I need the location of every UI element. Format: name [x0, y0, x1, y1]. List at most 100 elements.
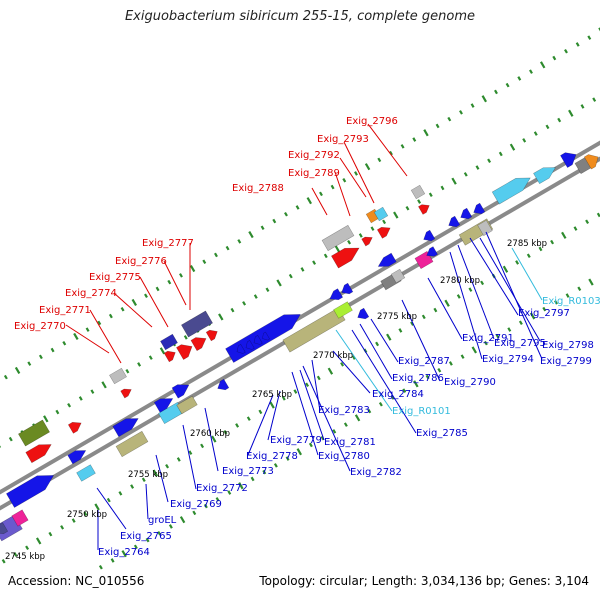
gene-features — [0, 152, 599, 542]
scale-tick — [215, 497, 220, 502]
label-leaders — [65, 123, 543, 550]
scale-tick — [330, 184, 335, 190]
scale-tick — [179, 516, 186, 524]
leader-line — [343, 141, 375, 204]
scale-tick — [347, 239, 352, 245]
scale-tick — [214, 252, 218, 258]
scale-tick — [588, 278, 594, 286]
scale-tick — [421, 314, 426, 320]
scale-tick — [281, 396, 286, 401]
gene-arrow — [176, 344, 193, 360]
scale-tick — [295, 205, 300, 210]
scale-tick — [192, 510, 197, 516]
leader-line — [311, 359, 321, 412]
scale-tick — [502, 265, 509, 273]
scale-tick — [545, 124, 550, 130]
scale-tick — [367, 408, 372, 414]
leader-line — [479, 237, 541, 342]
scale-tick — [253, 294, 258, 299]
leader-line — [182, 424, 197, 490]
gene-label-cyan: Exig_R0101 — [392, 406, 451, 417]
scale-tick — [533, 131, 538, 136]
scale-tick — [14, 366, 21, 375]
scale-tick — [323, 253, 328, 259]
gene-block — [410, 184, 426, 200]
scale-tick — [505, 82, 510, 88]
gene-label-blue: Exig_2787 — [398, 356, 450, 367]
gene-block — [115, 430, 149, 458]
accession-label: Accession: NC_010556 — [8, 574, 145, 588]
gene-label-red: Exig_2775 — [89, 272, 141, 283]
gene-block — [181, 310, 213, 338]
gene-label-blue: Exig_2783 — [318, 405, 370, 416]
scale-tick — [227, 490, 232, 495]
scale-tick — [133, 544, 138, 550]
gene-arrow — [491, 177, 531, 205]
gene-arrow — [0, 522, 9, 534]
scale-tick — [218, 313, 224, 321]
gene-block — [76, 464, 96, 482]
gene-arrow — [426, 246, 438, 257]
scale-tick — [60, 525, 65, 530]
scale-tick — [447, 116, 452, 122]
gene-block — [477, 219, 493, 237]
gene-arrow — [357, 307, 370, 320]
scale-tick — [515, 260, 520, 265]
scale-tick — [370, 226, 375, 231]
scale-tick — [168, 524, 173, 529]
scale-tick — [587, 35, 592, 40]
scale-label: 2775 kbp — [377, 312, 417, 322]
scale-tick — [316, 375, 321, 381]
scale-tick — [121, 550, 127, 558]
scale-tick — [354, 414, 361, 422]
scale-tick — [27, 361, 32, 366]
scale-tick — [405, 205, 410, 211]
scale-tick — [141, 477, 146, 483]
scale-tick — [358, 233, 363, 238]
gene-label-blue: Exig_2765 — [120, 531, 172, 542]
gene-arrow — [217, 378, 230, 391]
scale-tick — [456, 294, 461, 299]
scale-tick — [73, 332, 79, 341]
scale-tick — [575, 42, 580, 47]
scale-tick — [475, 165, 480, 170]
leader-line — [311, 187, 328, 216]
scale-tick — [526, 253, 531, 259]
scale-tick — [293, 389, 298, 394]
scale-tick — [35, 537, 42, 545]
gene-label-blue: Exig_2797 — [518, 308, 570, 319]
scale-label: 2765 kbp — [252, 390, 292, 400]
gene-arrow — [190, 337, 207, 352]
scale-tick — [498, 151, 503, 157]
scale-tick — [273, 463, 278, 468]
scale-tick — [83, 511, 88, 517]
leader-line — [370, 318, 399, 363]
scale-tick — [538, 246, 543, 252]
scale-tick — [592, 97, 597, 102]
scale-tick — [460, 354, 465, 359]
scale-label: 2760 kbp — [190, 429, 230, 439]
gene-label-red: Exig_2774 — [65, 288, 117, 299]
scale-tick — [306, 197, 312, 205]
scale-tick — [577, 286, 582, 292]
scale-label: 2755 kbp — [128, 470, 168, 480]
scale-tick — [165, 463, 170, 469]
gene-arrow — [361, 236, 373, 247]
scale-tick — [417, 199, 422, 204]
gene-label-blue: Exig_2779 — [270, 435, 322, 446]
scale-tick — [459, 110, 463, 115]
leader-line — [302, 365, 351, 472]
scale-tick — [522, 138, 527, 143]
scale-tick — [308, 442, 313, 448]
scale-tick — [284, 211, 288, 217]
gene-label-red: Exig_2776 — [115, 256, 167, 267]
scale-tick — [48, 531, 53, 537]
gene-arrow — [171, 384, 190, 399]
gene-label-blue: Exig_2791 — [462, 333, 514, 344]
scale-tick — [237, 239, 242, 244]
scale-tick — [390, 395, 395, 400]
leader-line — [267, 390, 281, 441]
scale-tick — [343, 422, 348, 427]
scale-tick — [483, 340, 488, 346]
leader-line — [139, 276, 169, 328]
